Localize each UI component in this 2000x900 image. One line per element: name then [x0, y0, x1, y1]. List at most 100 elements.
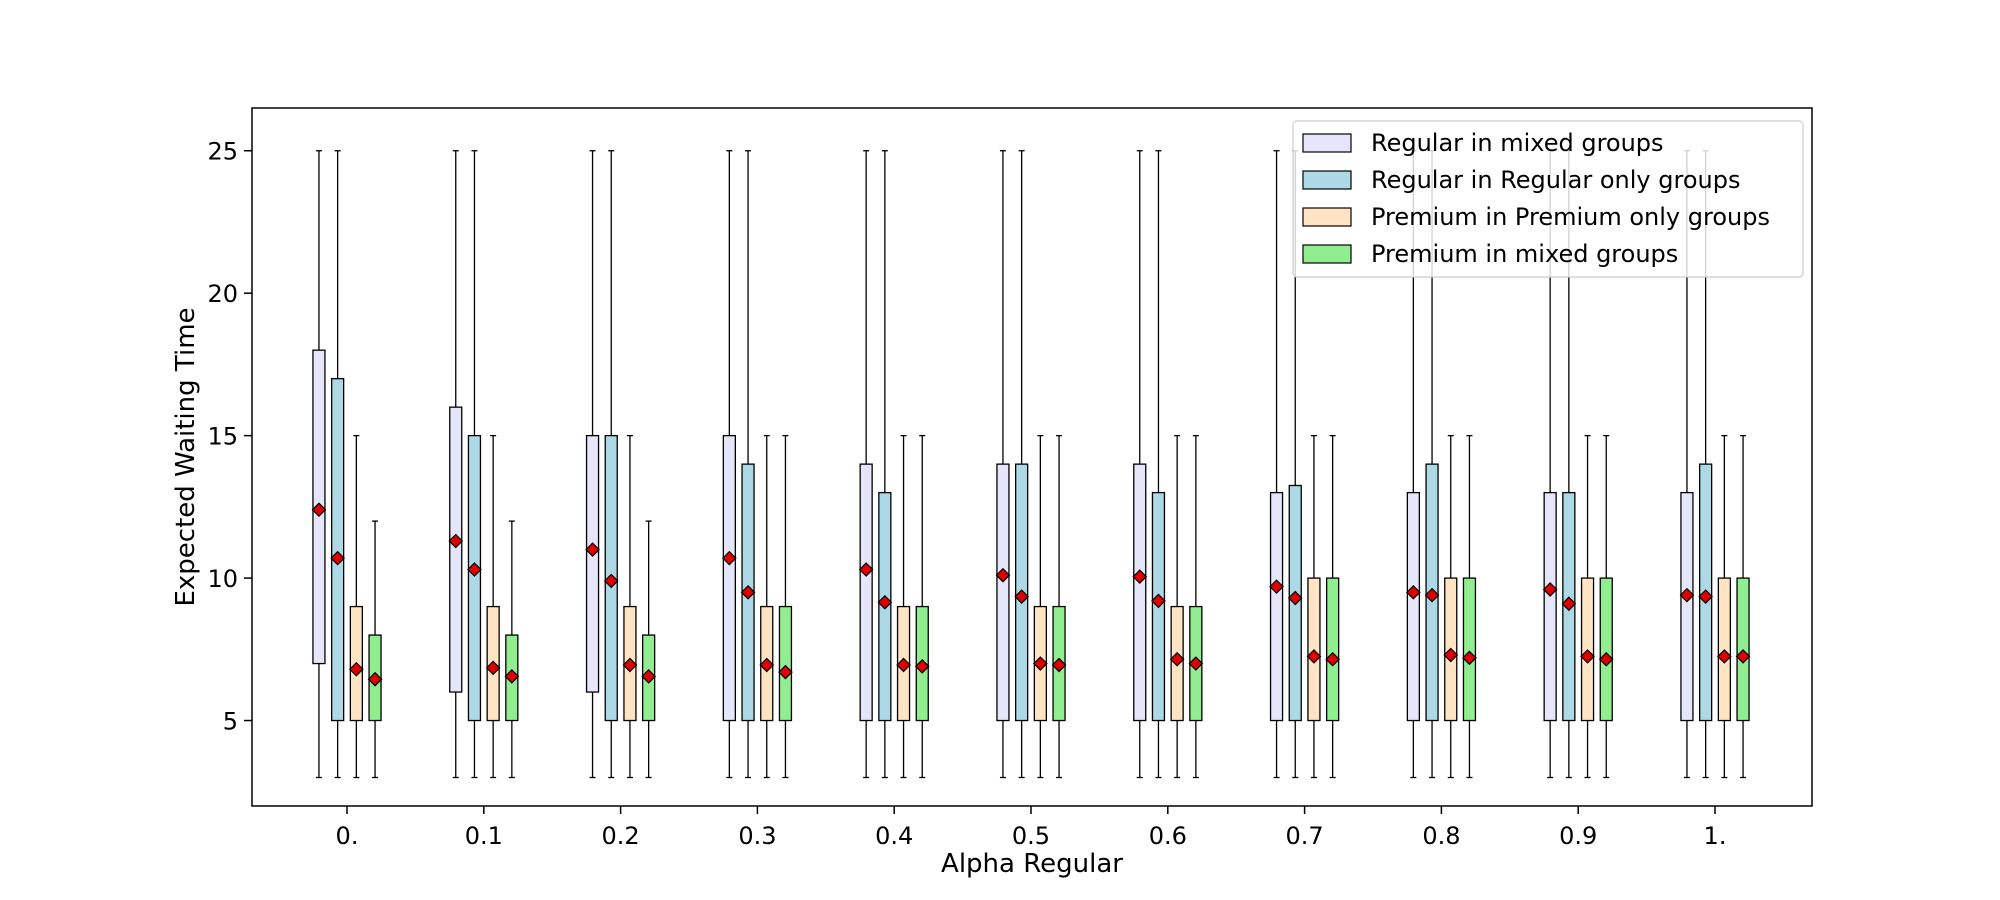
x-tick-label: 0.8	[1422, 822, 1460, 850]
y-axis-label: Expected Waiting Time	[171, 307, 201, 606]
box-group	[1132, 150, 1204, 779]
legend: Regular in mixed groups Regular in Regula…	[1292, 120, 1804, 278]
mean-marker	[896, 657, 911, 673]
x-tick-label: 1.	[1704, 822, 1727, 850]
plot-frame	[251, 107, 1813, 807]
box-iqr	[1462, 577, 1477, 722]
box-iqr	[585, 434, 600, 693]
x-axis-label: Alpha Regular	[941, 849, 1123, 879]
mean-marker	[1679, 587, 1695, 603]
legend-label: Premium in mixed groups	[1371, 240, 1678, 268]
legend-box	[1292, 120, 1804, 278]
legend-label: Regular in mixed groups	[1371, 129, 1664, 157]
mean-marker	[641, 669, 656, 684]
box-iqr	[1406, 491, 1420, 722]
mean-marker	[1406, 584, 1421, 600]
mean-marker	[1014, 589, 1029, 604]
x-tick-label: 0.4	[875, 822, 913, 850]
mean-marker	[995, 567, 1011, 583]
legend-swatch	[1302, 244, 1352, 264]
mean-marker	[1051, 657, 1067, 673]
mean-marker	[1151, 593, 1166, 609]
mean-marker	[877, 594, 893, 610]
box-iqr	[330, 378, 345, 722]
mean-marker	[722, 550, 737, 566]
mean-marker	[330, 550, 345, 566]
box-iqr	[1599, 577, 1613, 722]
box-group	[1269, 150, 1340, 779]
mean-marker	[1443, 647, 1459, 663]
x-tick-label: 0.	[336, 822, 359, 850]
mean-marker	[1717, 649, 1732, 664]
x-tick-label: 0.1	[465, 822, 503, 850]
x-tick-label: 0.3	[738, 822, 776, 850]
x-tick-label: 0.5	[1012, 822, 1050, 850]
box-iqr	[1543, 491, 1557, 722]
box-group	[1542, 150, 1614, 779]
mean-marker	[1269, 579, 1284, 594]
box-iqr	[1326, 577, 1340, 722]
y-tick-label: 15	[207, 423, 238, 451]
x-tick-label: 0.2	[602, 822, 640, 850]
box-iqr	[778, 605, 793, 722]
legend-item: Premium in mixed groups	[1302, 240, 1678, 268]
box-iqr	[467, 434, 482, 722]
y-tick-label: 20	[207, 280, 238, 308]
legend-swatch	[1302, 170, 1352, 190]
mean-marker	[585, 542, 600, 557]
mean-marker	[740, 584, 756, 600]
box-series-layer	[311, 150, 1751, 779]
box-group	[311, 150, 383, 779]
mean-marker	[622, 657, 638, 673]
y-tick-label: 5	[223, 708, 238, 736]
mean-marker	[1580, 649, 1595, 664]
mean-marker	[1287, 590, 1303, 606]
box-group	[722, 150, 793, 779]
mean-marker	[1424, 587, 1440, 603]
axes: 5 10 15 20 25 0. 0.1 0.2 0.3 0.4 0.5 0.6 0.7 0.8 0.9 1.	[207, 138, 1726, 850]
mean-marker	[1325, 651, 1340, 667]
box-iqr	[996, 463, 1010, 722]
mean-marker	[485, 660, 501, 676]
box-group	[1406, 150, 1477, 779]
mean-marker	[778, 664, 793, 680]
box-group	[995, 150, 1067, 779]
mean-marker	[1542, 582, 1558, 597]
legend-label: Premium in Premium only groups	[1371, 203, 1770, 231]
mean-marker	[914, 659, 930, 674]
mean-marker	[1698, 589, 1713, 604]
mean-marker	[1132, 569, 1148, 585]
y-tick-label: 10	[207, 565, 238, 593]
box-iqr	[859, 463, 873, 722]
legend-swatch	[1302, 207, 1352, 227]
box-group	[858, 150, 930, 779]
mean-marker	[1598, 651, 1614, 667]
legend-item: Regular in mixed groups	[1302, 129, 1664, 157]
box-iqr	[449, 406, 463, 693]
box-group	[585, 150, 656, 779]
mean-marker	[1188, 656, 1204, 671]
x-tick-label: 0.9	[1559, 822, 1597, 850]
mean-marker	[858, 562, 874, 577]
box-iqr	[722, 434, 736, 722]
mean-marker	[1462, 650, 1477, 666]
legend-item: Premium in Premium only groups	[1302, 203, 1770, 231]
legend-item: Regular in Regular only groups	[1302, 166, 1740, 194]
x-tick-label: 0.7	[1286, 822, 1324, 850]
legend-swatch	[1302, 133, 1352, 153]
legend-label: Regular in Regular only groups	[1371, 166, 1740, 194]
box-group	[1679, 150, 1751, 779]
box-iqr	[1269, 491, 1284, 722]
mean-marker	[448, 533, 464, 549]
mean-marker	[311, 502, 327, 518]
mean-marker	[367, 671, 383, 687]
mean-marker	[1306, 649, 1322, 664]
box-iqr	[1133, 463, 1147, 722]
box-iqr	[1680, 491, 1694, 722]
x-tick-label: 0.6	[1149, 822, 1187, 850]
mean-marker	[759, 657, 775, 673]
mean-marker	[1561, 596, 1577, 612]
mean-marker	[504, 669, 520, 684]
mean-marker	[1735, 649, 1751, 664]
